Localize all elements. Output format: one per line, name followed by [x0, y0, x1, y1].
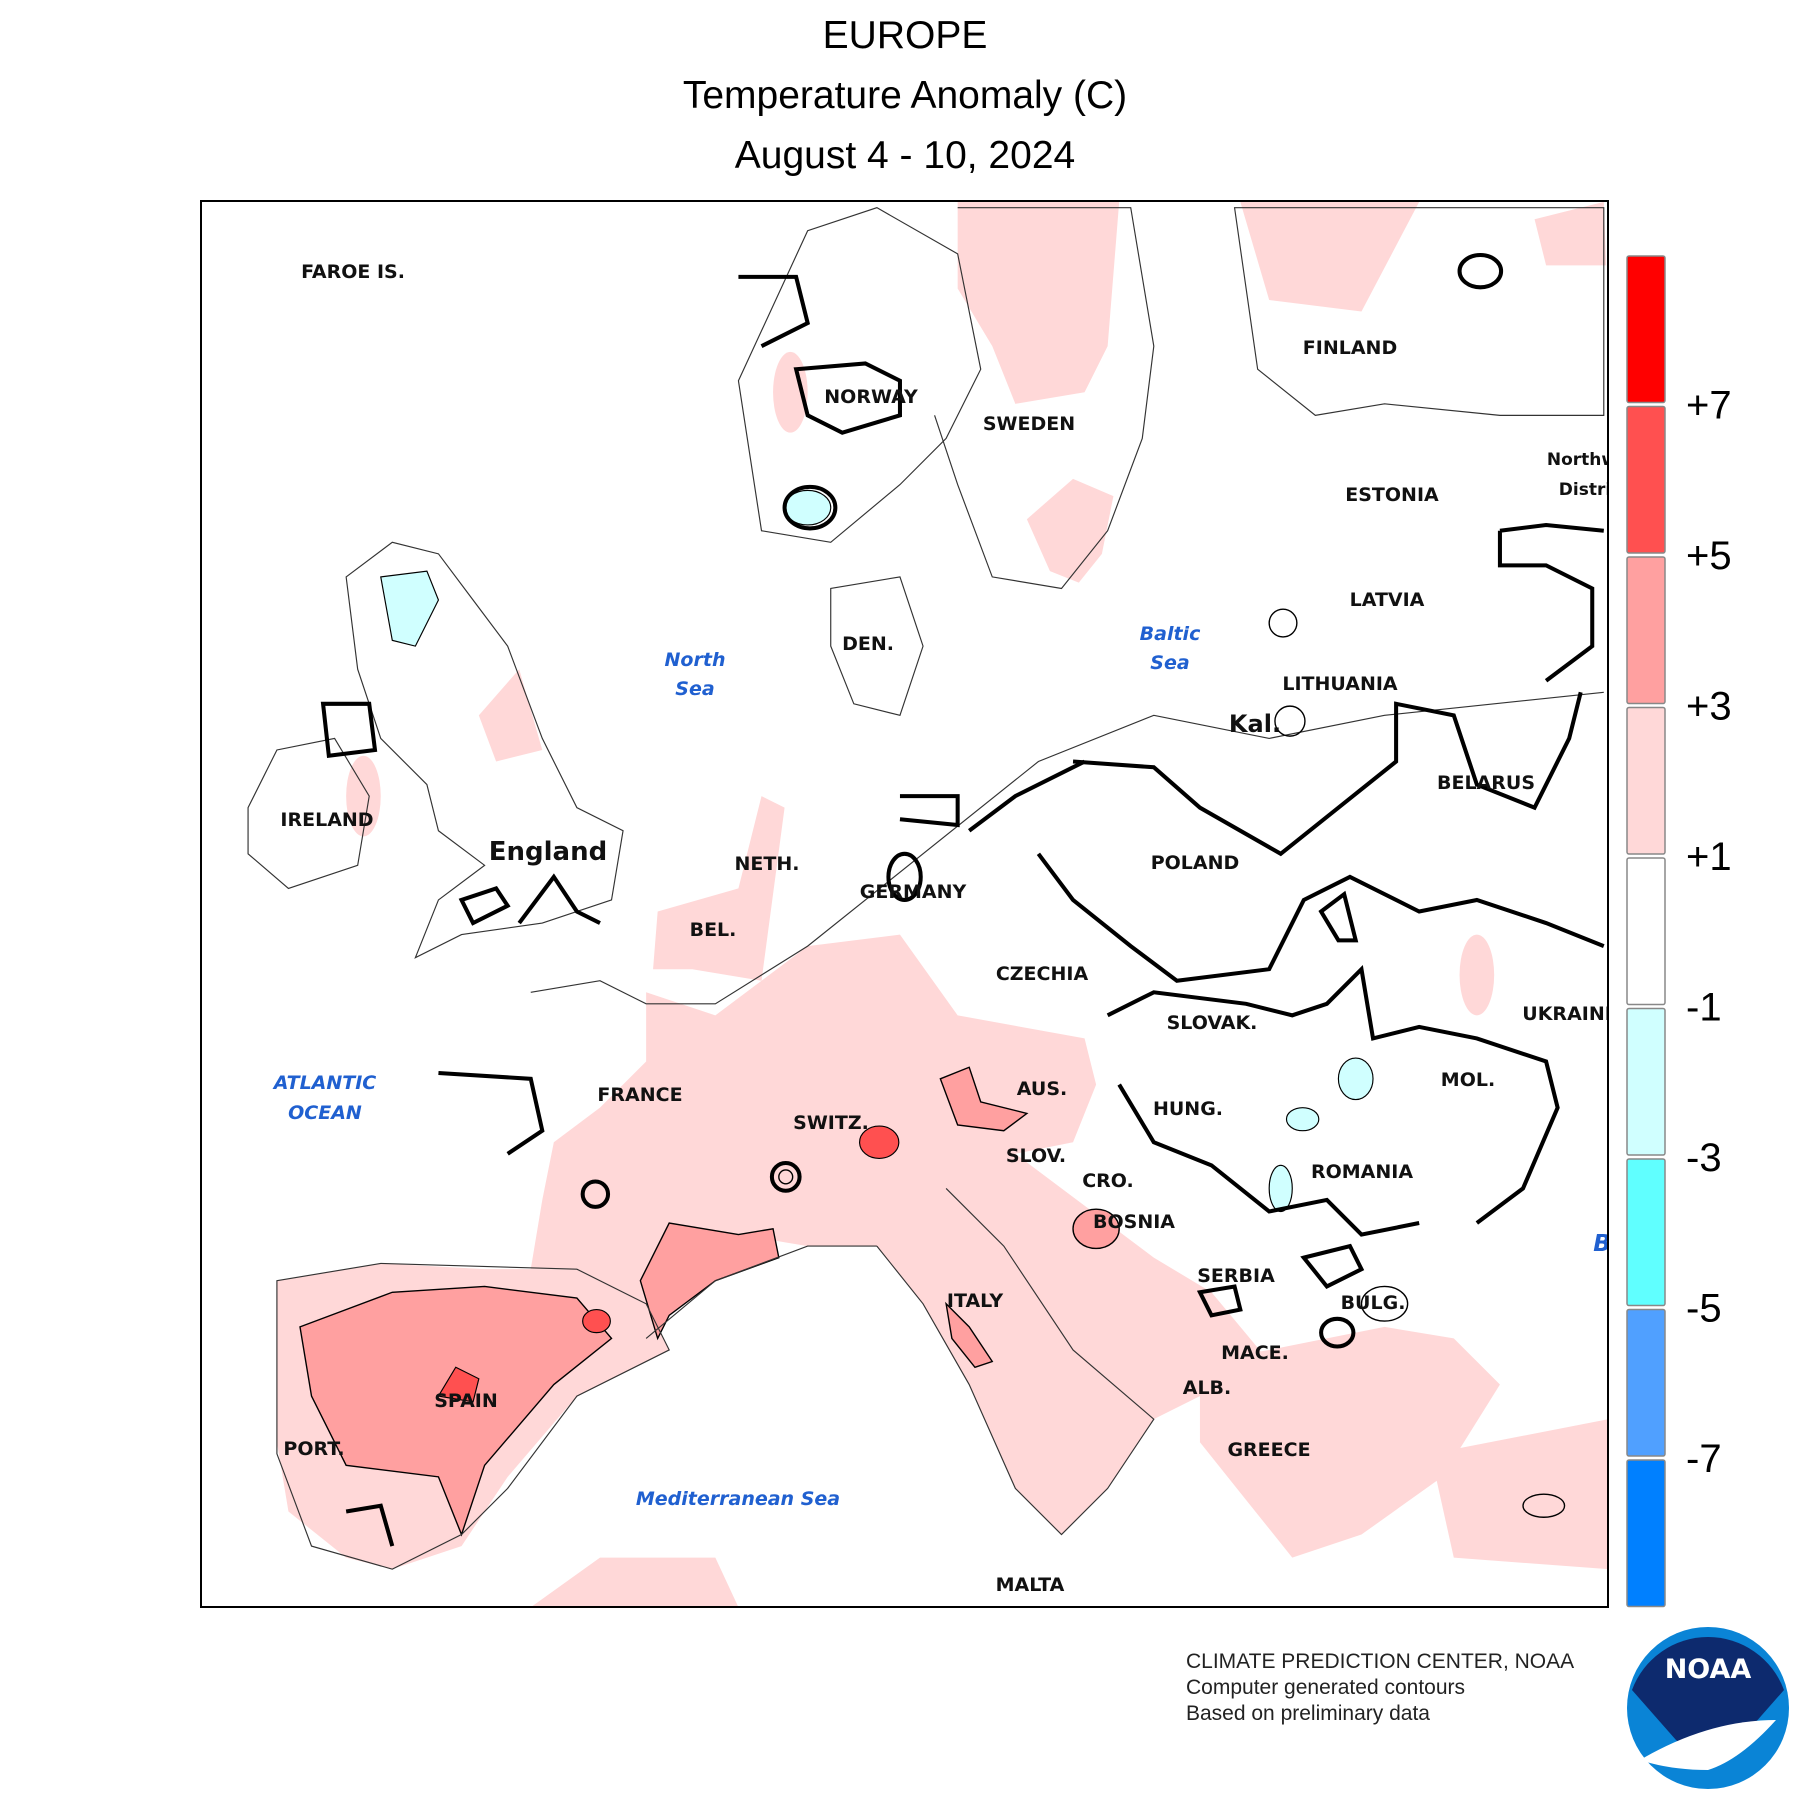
map-label: England [489, 837, 607, 867]
legend-label: -5 [1686, 1287, 1722, 1331]
dates: August 4 - 10, 2024 [735, 134, 1075, 177]
map-label: DEN. [842, 633, 894, 655]
map-label: GREECE [1227, 1439, 1310, 1461]
legend-label: -7 [1686, 1437, 1722, 1481]
map: FAROE IS. NORWAY SWEDEN FINLAND ESTONIA … [247, 201, 1618, 1607]
map-label: SERBIA [1197, 1265, 1275, 1287]
map-label: MALTA [996, 1574, 1065, 1596]
water-label: Mediterranean Sea [636, 1488, 840, 1510]
map-label: FAROE IS. [301, 261, 405, 283]
map-label: Kal. [1229, 710, 1281, 738]
map-label: GERMANY [860, 881, 967, 903]
map-label: IRELAND [280, 809, 373, 831]
legend-label: +3 [1686, 685, 1732, 729]
water-label: Sea [1150, 652, 1189, 674]
map-label: BULG. [1341, 1292, 1406, 1314]
legend-swatch [1626, 556, 1666, 705]
map-label: NORWAY [824, 386, 918, 408]
logo-text: NOAA [1665, 1654, 1752, 1685]
title: EUROPE [823, 14, 988, 57]
subtitle: Temperature Anomaly (C) [683, 74, 1127, 117]
footer-line: CLIMATE PREDICTION CENTER, NOAA [1186, 1650, 1574, 1673]
map-label: SLOVAK. [1167, 1012, 1258, 1034]
legend-swatch [1626, 1459, 1666, 1608]
map-label: CZECHIA [996, 963, 1089, 985]
footer-line: Computer generated contours [1186, 1676, 1465, 1699]
footer-line: Based on preliminary data [1186, 1702, 1430, 1725]
legend-swatch [1626, 706, 1666, 855]
map-label: Distri [1559, 480, 1611, 500]
map-label: MACE. [1221, 1342, 1289, 1364]
map-label: ROMANIA [1311, 1161, 1413, 1183]
map-label: SWITZ. [793, 1112, 869, 1134]
map-label: BEL. [690, 919, 737, 941]
legend-swatch [1626, 405, 1666, 554]
water-label: B [1593, 1231, 1611, 1257]
legend-swatch [1626, 1308, 1666, 1457]
legend: +7 +5 +3 +1 -1 -3 -5 -7 [1626, 255, 1732, 1608]
map-frame [200, 200, 1609, 1608]
legend-label: +1 [1686, 835, 1732, 879]
water-label: Baltic [1140, 623, 1201, 645]
legend-label: +7 [1686, 384, 1732, 428]
water-label: Sea [675, 678, 714, 700]
map-label: AUS. [1017, 1078, 1067, 1100]
map-label: NETH. [735, 853, 800, 875]
legend-label: -1 [1686, 986, 1722, 1030]
map-label: MOL. [1441, 1069, 1495, 1091]
map-label: HUNG. [1153, 1098, 1223, 1120]
map-label: LITHUANIA [1282, 673, 1398, 695]
legend-label: +5 [1686, 534, 1732, 578]
map-label: FINLAND [1303, 337, 1397, 359]
legend-swatch [1626, 1007, 1666, 1156]
noaa-logo: NOAA [1627, 1627, 1789, 1789]
map-label: SLOV. [1006, 1145, 1066, 1167]
map-label: CRO. [1082, 1170, 1134, 1192]
map-label: SWEDEN [983, 413, 1075, 435]
map-shapes [247, 201, 1608, 1607]
map-label: PORT. [283, 1438, 344, 1460]
legend-swatch [1626, 1158, 1666, 1307]
legend-swatch [1626, 255, 1666, 404]
legend-swatch [1626, 857, 1666, 1006]
map-label: UKRAINE [1522, 1003, 1617, 1025]
water-label: OCEAN [288, 1102, 362, 1124]
legend-label: -3 [1686, 1136, 1722, 1180]
map-label: SPAIN [434, 1390, 498, 1412]
map-label: ESTONIA [1345, 484, 1439, 506]
map-label: FRANCE [597, 1084, 682, 1106]
map-label: ITALY [947, 1290, 1003, 1312]
map-label: BELARUS [1437, 772, 1535, 794]
water-label: ATLANTIC [272, 1072, 377, 1094]
water-label: North [665, 649, 726, 671]
map-label: LATVIA [1350, 589, 1425, 611]
map-label: POLAND [1151, 852, 1240, 874]
map-label: Northw [1547, 450, 1618, 470]
map-label: BOSNIA [1093, 1211, 1175, 1233]
map-label: ALB. [1183, 1377, 1232, 1399]
